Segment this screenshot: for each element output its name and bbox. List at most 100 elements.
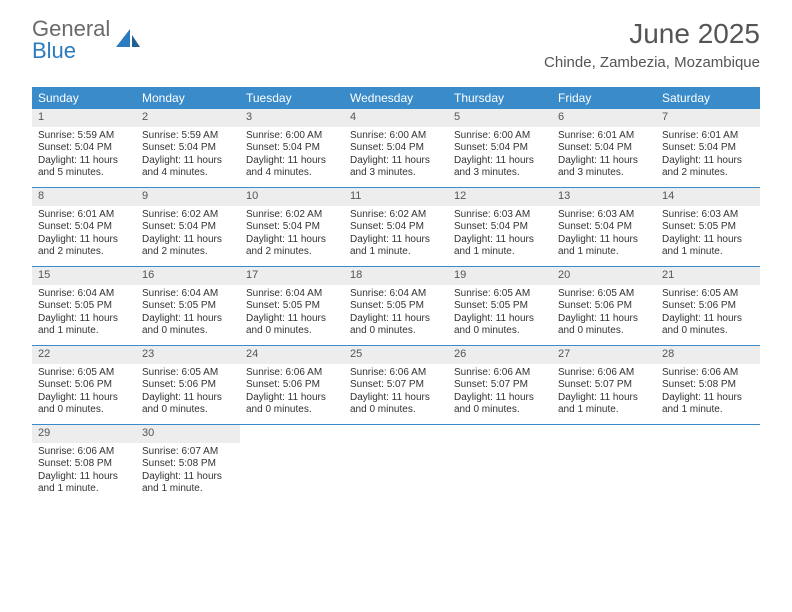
day-dl2: and 1 minute. [662, 246, 754, 259]
day-number: 7 [656, 109, 760, 127]
weekday-monday: Monday [136, 87, 240, 109]
day-cell: 14Sunrise: 6:03 AMSunset: 5:05 PMDayligh… [656, 188, 760, 266]
day-dl1: Daylight: 11 hours [558, 234, 650, 247]
day-ss: Sunset: 5:04 PM [558, 221, 650, 234]
day-cell: 28Sunrise: 6:06 AMSunset: 5:08 PMDayligh… [656, 346, 760, 424]
day-sr: Sunrise: 6:06 AM [662, 367, 754, 380]
day-dl1: Daylight: 11 hours [38, 392, 130, 405]
month-title: June 2025 [544, 18, 760, 50]
day-sr: Sunrise: 6:06 AM [246, 367, 338, 380]
day-body: Sunrise: 6:05 AMSunset: 5:05 PMDaylight:… [448, 285, 552, 342]
day-sr: Sunrise: 6:00 AM [246, 130, 338, 143]
day-cell: 1Sunrise: 5:59 AMSunset: 5:04 PMDaylight… [32, 109, 136, 187]
day-dl1: Daylight: 11 hours [454, 155, 546, 168]
day-sr: Sunrise: 6:04 AM [246, 288, 338, 301]
day-number: 27 [552, 346, 656, 364]
day-body: Sunrise: 6:03 AMSunset: 5:04 PMDaylight:… [448, 206, 552, 263]
day-number: 29 [32, 425, 136, 443]
day-sr: Sunrise: 6:05 AM [142, 367, 234, 380]
day-number: 6 [552, 109, 656, 127]
day-cell: 16Sunrise: 6:04 AMSunset: 5:05 PMDayligh… [136, 267, 240, 345]
day-ss: Sunset: 5:07 PM [558, 379, 650, 392]
day-sr: Sunrise: 6:04 AM [142, 288, 234, 301]
day-dl2: and 5 minutes. [38, 167, 130, 180]
day-sr: Sunrise: 5:59 AM [142, 130, 234, 143]
day-ss: Sunset: 5:05 PM [142, 300, 234, 313]
day-dl1: Daylight: 11 hours [38, 471, 130, 484]
day-ss: Sunset: 5:04 PM [454, 221, 546, 234]
day-ss: Sunset: 5:06 PM [142, 379, 234, 392]
day-dl2: and 3 minutes. [350, 167, 442, 180]
day-cell: 11Sunrise: 6:02 AMSunset: 5:04 PMDayligh… [344, 188, 448, 266]
logo-sail-icon [112, 23, 142, 58]
day-ss: Sunset: 5:06 PM [38, 379, 130, 392]
day-ss: Sunset: 5:04 PM [38, 142, 130, 155]
day-cell: 13Sunrise: 6:03 AMSunset: 5:04 PMDayligh… [552, 188, 656, 266]
day-dl2: and 2 minutes. [662, 167, 754, 180]
day-number: 15 [32, 267, 136, 285]
day-dl2: and 1 minute. [558, 246, 650, 259]
day-dl1: Daylight: 11 hours [350, 234, 442, 247]
day-body: Sunrise: 6:06 AMSunset: 5:08 PMDaylight:… [656, 364, 760, 421]
day-body: Sunrise: 6:03 AMSunset: 5:04 PMDaylight:… [552, 206, 656, 263]
day-number: 9 [136, 188, 240, 206]
day-body: Sunrise: 6:06 AMSunset: 5:07 PMDaylight:… [448, 364, 552, 421]
day-sr: Sunrise: 6:03 AM [558, 209, 650, 222]
day-dl1: Daylight: 11 hours [38, 234, 130, 247]
day-number: 26 [448, 346, 552, 364]
week-row: 22Sunrise: 6:05 AMSunset: 5:06 PMDayligh… [32, 345, 760, 424]
day-dl2: and 0 minutes. [662, 325, 754, 338]
day-dl2: and 3 minutes. [454, 167, 546, 180]
day-dl1: Daylight: 11 hours [662, 234, 754, 247]
day-number: 21 [656, 267, 760, 285]
day-dl2: and 0 minutes. [246, 404, 338, 417]
day-cell: 24Sunrise: 6:06 AMSunset: 5:06 PMDayligh… [240, 346, 344, 424]
day-cell: 15Sunrise: 6:04 AMSunset: 5:05 PMDayligh… [32, 267, 136, 345]
weeks-container: 1Sunrise: 5:59 AMSunset: 5:04 PMDaylight… [32, 109, 760, 503]
location-text: Chinde, Zambezia, Mozambique [544, 54, 760, 71]
day-cell: 20Sunrise: 6:05 AMSunset: 5:06 PMDayligh… [552, 267, 656, 345]
day-dl1: Daylight: 11 hours [662, 313, 754, 326]
day-ss: Sunset: 5:07 PM [350, 379, 442, 392]
day-sr: Sunrise: 6:06 AM [350, 367, 442, 380]
day-cell: 19Sunrise: 6:05 AMSunset: 5:05 PMDayligh… [448, 267, 552, 345]
weekday-friday: Friday [552, 87, 656, 109]
day-dl1: Daylight: 11 hours [350, 155, 442, 168]
weekday-thursday: Thursday [448, 87, 552, 109]
day-ss: Sunset: 5:07 PM [454, 379, 546, 392]
day-number: 28 [656, 346, 760, 364]
day-dl2: and 0 minutes. [454, 325, 546, 338]
day-body: Sunrise: 6:00 AMSunset: 5:04 PMDaylight:… [344, 127, 448, 184]
day-cell: 25Sunrise: 6:06 AMSunset: 5:07 PMDayligh… [344, 346, 448, 424]
day-dl2: and 1 minute. [558, 404, 650, 417]
day-dl1: Daylight: 11 hours [558, 392, 650, 405]
day-dl1: Daylight: 11 hours [246, 234, 338, 247]
day-number: 23 [136, 346, 240, 364]
day-body: Sunrise: 6:04 AMSunset: 5:05 PMDaylight:… [344, 285, 448, 342]
day-cell: 12Sunrise: 6:03 AMSunset: 5:04 PMDayligh… [448, 188, 552, 266]
day-cell: 4Sunrise: 6:00 AMSunset: 5:04 PMDaylight… [344, 109, 448, 187]
day-number: 17 [240, 267, 344, 285]
day-body: Sunrise: 6:06 AMSunset: 5:07 PMDaylight:… [344, 364, 448, 421]
day-dl1: Daylight: 11 hours [350, 392, 442, 405]
day-sr: Sunrise: 6:05 AM [558, 288, 650, 301]
day-dl2: and 0 minutes. [350, 404, 442, 417]
day-cell: 2Sunrise: 5:59 AMSunset: 5:04 PMDaylight… [136, 109, 240, 187]
day-cell [552, 425, 656, 503]
day-ss: Sunset: 5:05 PM [350, 300, 442, 313]
day-number: 30 [136, 425, 240, 443]
day-body: Sunrise: 6:06 AMSunset: 5:08 PMDaylight:… [32, 443, 136, 500]
day-ss: Sunset: 5:05 PM [38, 300, 130, 313]
day-sr: Sunrise: 5:59 AM [38, 130, 130, 143]
day-sr: Sunrise: 6:06 AM [454, 367, 546, 380]
week-row: 8Sunrise: 6:01 AMSunset: 5:04 PMDaylight… [32, 187, 760, 266]
day-body: Sunrise: 6:07 AMSunset: 5:08 PMDaylight:… [136, 443, 240, 500]
weekday-sunday: Sunday [32, 87, 136, 109]
weekday-saturday: Saturday [656, 87, 760, 109]
day-cell: 30Sunrise: 6:07 AMSunset: 5:08 PMDayligh… [136, 425, 240, 503]
day-sr: Sunrise: 6:02 AM [246, 209, 338, 222]
day-dl2: and 1 minute. [142, 483, 234, 496]
day-sr: Sunrise: 6:01 AM [662, 130, 754, 143]
day-ss: Sunset: 5:04 PM [246, 221, 338, 234]
day-number: 24 [240, 346, 344, 364]
